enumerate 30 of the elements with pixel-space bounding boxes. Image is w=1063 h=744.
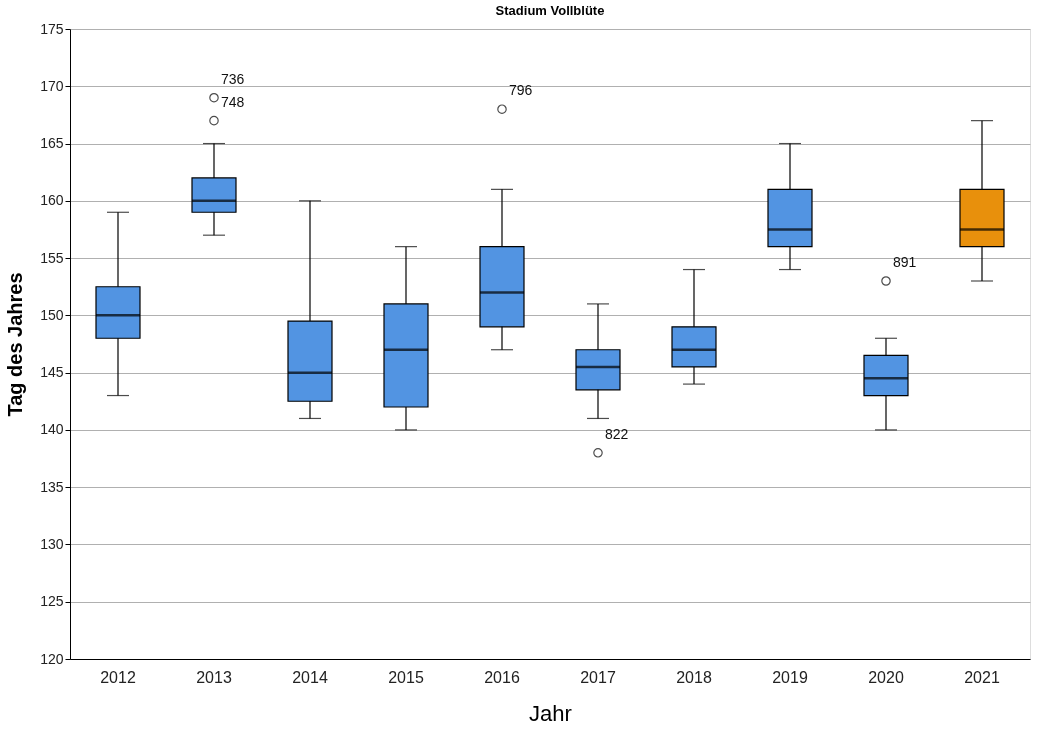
x-tick-label: 2020: [868, 668, 904, 686]
y-tick-label: 175: [40, 20, 64, 37]
y-tick-label: 155: [40, 249, 64, 266]
y-tick-label: 145: [40, 364, 64, 381]
chart-title: Stadium Vollblüte: [495, 3, 605, 18]
x-tick-label: 2016: [484, 668, 520, 686]
y-tick-label: 165: [40, 135, 64, 152]
y-tick-label: 120: [40, 650, 64, 667]
y-tick-label: 170: [40, 77, 64, 94]
x-tick-label: 2013: [196, 668, 232, 686]
y-tick-label: 150: [40, 306, 64, 323]
x-tick-label: 2019: [772, 668, 808, 686]
y-tick-label: 135: [40, 478, 64, 495]
x-axis-title: Jahr: [529, 700, 572, 726]
x-tick-label: 2015: [388, 668, 424, 686]
annotation: 796: [509, 82, 533, 99]
annotation: 748: [221, 93, 245, 110]
x-tick-label: 2012: [100, 668, 136, 686]
y-axis-title: Tag des Jahres: [4, 272, 27, 417]
y-tick-label: 160: [40, 192, 64, 209]
y-tick-label: 140: [40, 421, 64, 438]
annotation: 736: [221, 70, 245, 87]
x-tick-label: 2017: [580, 668, 616, 686]
annotation: 891: [893, 254, 917, 270]
y-tick-label: 130: [40, 535, 64, 552]
y-tick-label: 125: [40, 593, 64, 610]
annotation: 822: [605, 425, 629, 442]
x-tick-label: 2021: [964, 668, 1000, 686]
x-tick-label: 2014: [292, 668, 328, 686]
x-tick-label: 2018: [676, 668, 712, 686]
